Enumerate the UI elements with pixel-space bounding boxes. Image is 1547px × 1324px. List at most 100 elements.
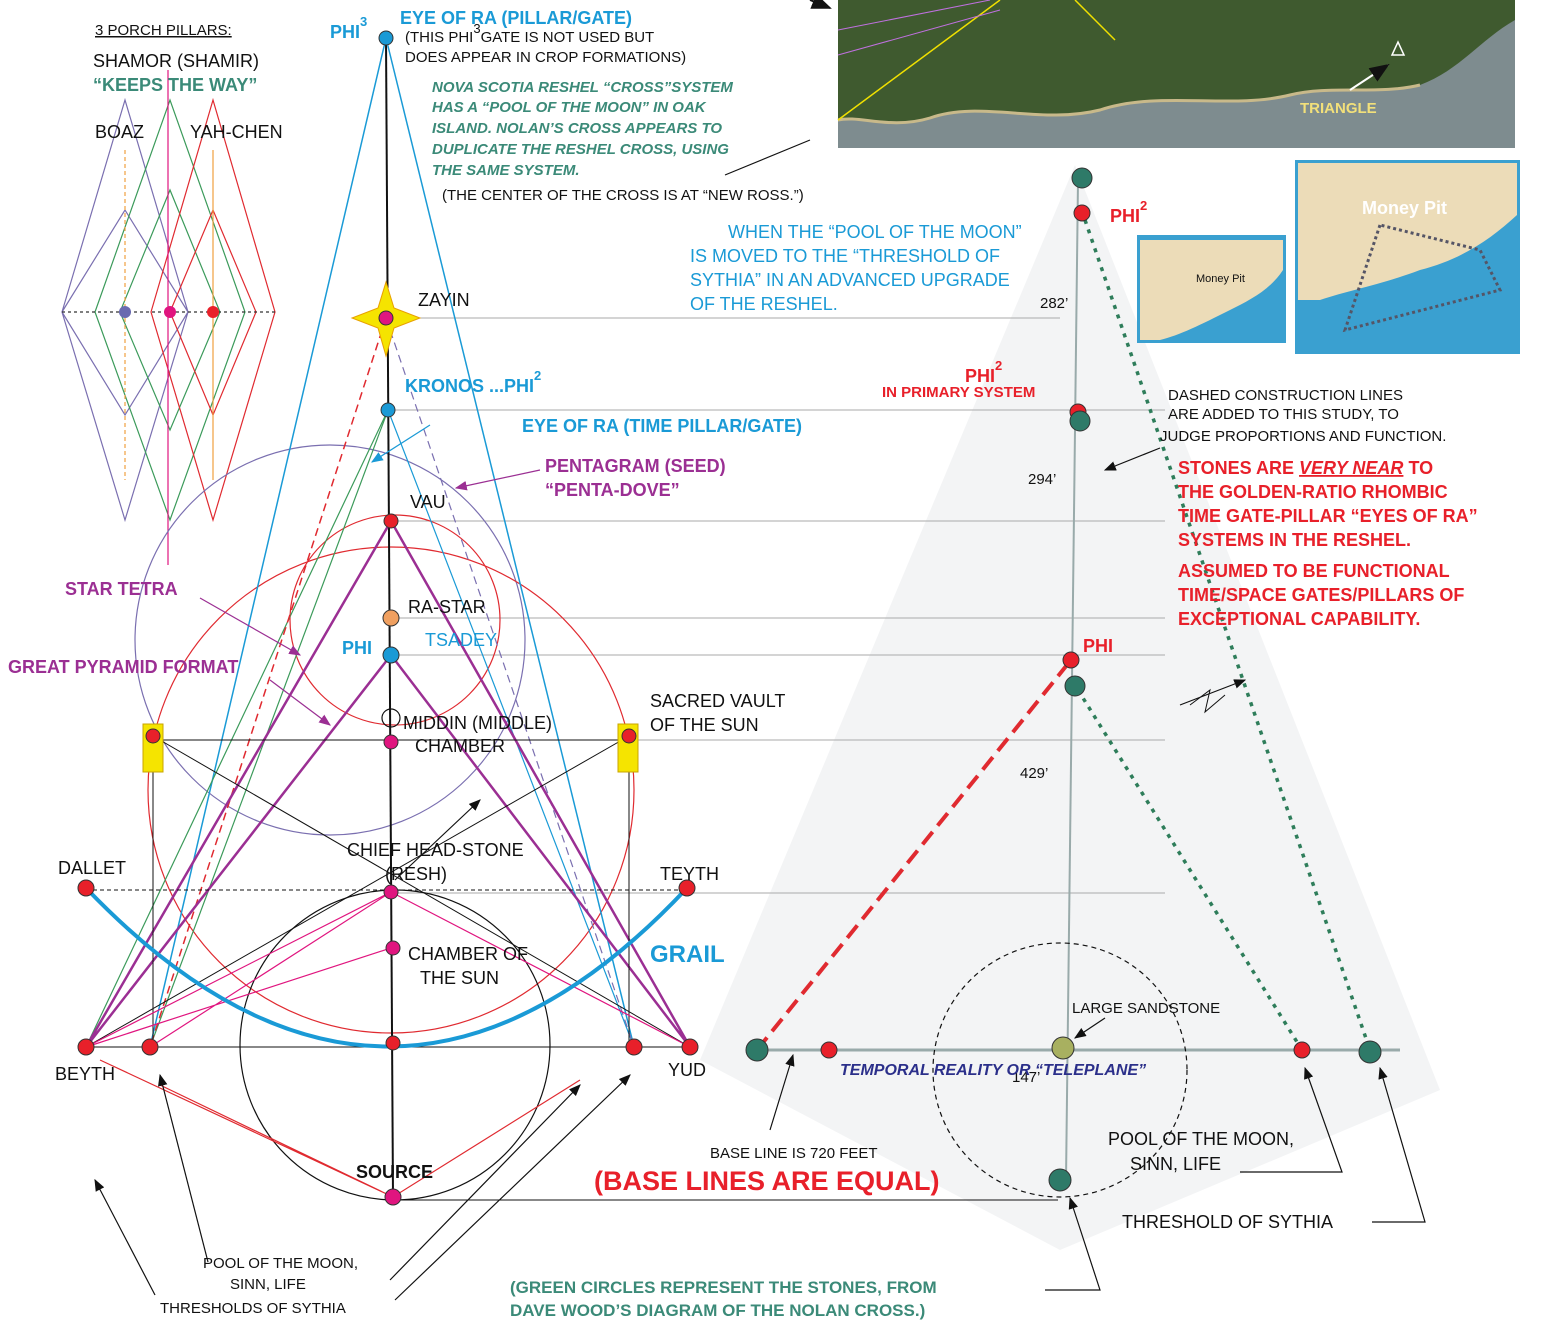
path [160, 1075, 208, 1262]
node [1072, 168, 1092, 188]
label: GRAIL [650, 941, 725, 968]
node [1049, 1169, 1071, 1191]
node [381, 403, 395, 417]
node [385, 1189, 401, 1205]
node [383, 647, 399, 663]
label: SYSTEMS IN THE RESHEL. [1178, 530, 1411, 550]
line [86, 410, 388, 1047]
label: 294’ [1028, 471, 1056, 488]
label: ARE ADDED TO THIS STUDY, TO [1168, 406, 1399, 423]
label: IN PRIMARY SYSTEM [882, 384, 1035, 401]
label: “PENTA-DOVE” [545, 480, 680, 500]
label: DALLET [58, 858, 126, 878]
label: RA-STAR [408, 597, 486, 617]
label: OF THE RESHEL. [690, 294, 838, 314]
label: EXCEPTIONAL CAPABILITY. [1178, 609, 1420, 629]
label: TEMPORAL REALITY OR “TELEPLANE” [840, 1062, 1146, 1079]
label: (THE CENTER OF THE CROSS IS AT “NEW ROSS… [442, 187, 804, 204]
label: ASSUMED TO BE FUNCTIONAL [1178, 561, 1450, 581]
label: BASE LINE IS 720 FEET [710, 1145, 878, 1162]
label: DAVE WOOD’S DIAGRAM OF THE NOLAN CROSS.) [510, 1301, 925, 1320]
label: Money Pit [1196, 273, 1245, 285]
label: WHEN THE “POOL OF THE MOON” [728, 222, 1022, 242]
label: HAS A “POOL OF THE MOON” IN OAK [432, 99, 707, 116]
label-part: PHI [965, 366, 995, 386]
label: ISLAND. NOLAN’S CROSS APPEARS TO [432, 120, 722, 137]
node [1070, 411, 1090, 431]
label: DUPLICATE THE RESHEL CROSS, USING [432, 141, 729, 158]
path [725, 140, 810, 175]
node [384, 885, 398, 899]
node [379, 31, 393, 45]
node [821, 1042, 837, 1058]
label: THE SAME SYSTEM. [432, 162, 580, 179]
node [1063, 652, 1079, 668]
label: POOL OF THE MOON, [203, 1255, 358, 1272]
node [78, 880, 94, 896]
label: DOES APPEAR IN CROP FORMATIONS) [405, 49, 686, 66]
label-part: 2 [534, 368, 541, 383]
label: OF THE SUN [650, 715, 759, 735]
label: SHAMOR (SHAMIR) [93, 51, 259, 71]
diagram: TRIANGLE Money Pit Money Pit 3 PORCH PIL… [0, 0, 1547, 1324]
node [142, 1039, 158, 1055]
label-part: STONES ARE [1178, 458, 1294, 478]
label: KRONOS ...PHI2 [405, 368, 541, 396]
label: TEYTH [660, 864, 719, 884]
label-part: PHI [330, 22, 360, 42]
node [1359, 1041, 1381, 1063]
satellite-photo: TRIANGLE [838, 0, 1515, 148]
label: TSADEY [425, 630, 497, 650]
path [390, 1085, 580, 1280]
label-part: 2 [995, 358, 1002, 373]
label: “KEEPS THE WAY” [93, 75, 257, 95]
label: MIDDIN (MIDDLE) [403, 713, 552, 733]
label: 429’ [1020, 765, 1048, 782]
label: TIME/SPACE GATES/PILLARS OF [1178, 585, 1464, 605]
node [622, 729, 636, 743]
label: Money Pit [1362, 198, 1447, 218]
label: SINN, LIFE [230, 1276, 306, 1293]
label: CHAMBER OF [408, 944, 528, 964]
label: (RESH) [385, 864, 447, 884]
label: YAH-CHEN [190, 122, 283, 142]
label: GREAT PYRAMID FORMAT [8, 657, 238, 677]
label-part: 3 [473, 21, 480, 36]
label: 282’ [1040, 295, 1068, 312]
node [746, 1039, 768, 1061]
label-part: 2 [1140, 198, 1147, 213]
node [626, 1039, 642, 1055]
label: TRIANGLE [1300, 100, 1377, 117]
label: THRESHOLD OF SYTHIA [1122, 1212, 1333, 1232]
node [146, 729, 160, 743]
label: DASHED CONSTRUCTION LINES [1168, 387, 1403, 404]
label: NOVA SCOTIA RESHEL “CROSS”SYSTEM [432, 79, 733, 96]
label: ZAYIN [418, 290, 470, 310]
node [383, 610, 399, 626]
label-part: 3 [360, 14, 367, 29]
label: (GREEN CIRCLES REPRESENT THE STONES, FRO… [510, 1278, 937, 1297]
label: LARGE SANDSTONE [1072, 1000, 1220, 1017]
label: SOURCE [356, 1162, 433, 1182]
line [810, 0, 830, 8]
label: SYTHIA” IN AN ADVANCED UPGRADE [690, 270, 1010, 290]
label: THRESHOLDS OF SYTHIA [160, 1300, 346, 1317]
path [100, 1060, 580, 1197]
label: IS MOVED TO THE “THRESHOLD OF [690, 246, 1000, 266]
label: SACRED VAULT [650, 691, 785, 711]
label: 3 PORCH PILLARS: [95, 22, 232, 39]
label: PHI3 [330, 14, 367, 42]
node [1052, 1037, 1074, 1059]
path [86, 888, 687, 1047]
label: BOAZ [95, 122, 144, 142]
label: EYE OF RA (PILLAR/GATE) [400, 8, 632, 28]
node [207, 306, 219, 318]
node [1065, 676, 1085, 696]
node [682, 1039, 698, 1055]
porch-pillars [62, 70, 275, 565]
node [164, 306, 176, 318]
label: POOL OF THE MOON, [1108, 1129, 1294, 1149]
node [119, 306, 131, 318]
label: THE SUN [420, 968, 499, 988]
label: CHAMBER [415, 736, 505, 756]
